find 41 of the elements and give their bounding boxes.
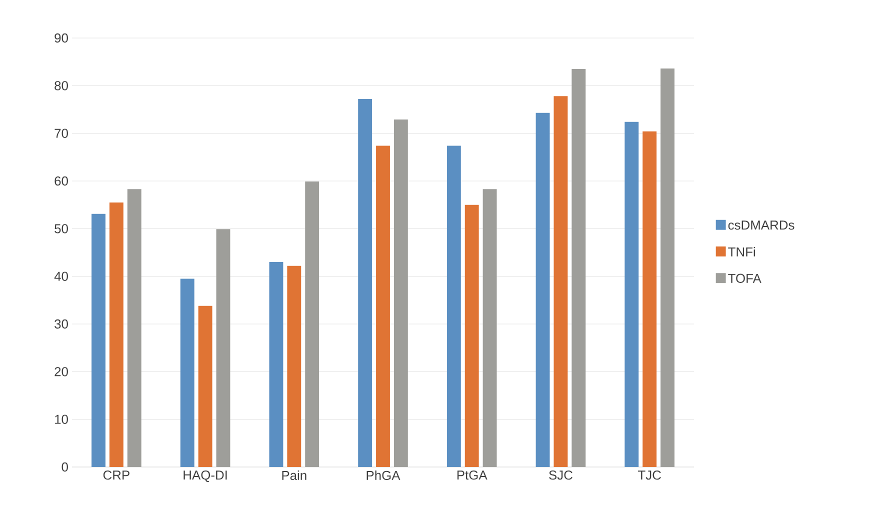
y-tick-label: 0 — [62, 462, 68, 472]
x-tick-label: HAQ-DI — [184, 470, 227, 482]
x-tick-label: CRP — [103, 470, 130, 480]
x-tick-label: PhGA — [366, 470, 400, 480]
legend-label: TNFi — [728, 246, 755, 256]
y-tick-label: 80 — [54, 81, 68, 90]
bar — [660, 68, 674, 467]
y-tick-label: 60 — [54, 176, 68, 186]
bar — [554, 96, 568, 467]
y-tick-label: 20 — [54, 367, 68, 376]
y-tick-label: 40 — [54, 272, 68, 281]
bar — [394, 120, 408, 467]
bar — [180, 278, 194, 467]
legend-label: TOFA — [728, 274, 762, 283]
bar — [109, 202, 124, 467]
y-tick-label: 10 — [55, 414, 68, 424]
bar — [642, 131, 657, 467]
bar — [305, 181, 320, 467]
bar — [287, 266, 302, 467]
bar — [376, 146, 390, 467]
y-tick-label: 70 — [54, 128, 68, 138]
bar — [198, 306, 212, 467]
legend-label: csDMARDs — [728, 220, 794, 230]
y-tick-label: 30 — [54, 319, 68, 329]
x-tick-label: TJC — [638, 470, 661, 480]
y-tick-label: 50 — [54, 224, 68, 234]
bar — [624, 122, 639, 467]
y-tick-label: 90 — [54, 33, 68, 43]
x-tick-label: Pain — [282, 470, 306, 480]
bar — [464, 204, 479, 467]
bar — [482, 189, 497, 467]
bar — [216, 229, 230, 467]
bar — [358, 99, 372, 467]
bar — [92, 214, 106, 467]
bar — [572, 68, 586, 467]
x-tick-label: PtGA — [457, 470, 488, 480]
bar — [446, 146, 461, 467]
bar — [536, 112, 550, 467]
bar — [127, 189, 142, 467]
x-tick-label: SJC — [549, 470, 572, 480]
bar — [269, 262, 284, 467]
